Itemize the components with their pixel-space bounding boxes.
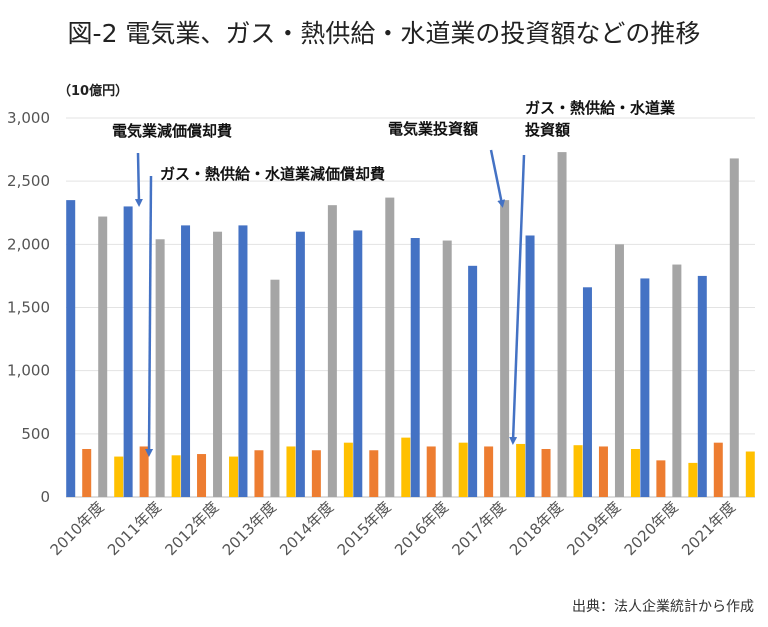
- bar: [426, 446, 436, 497]
- bar: [500, 200, 510, 497]
- bar: [745, 451, 755, 497]
- x-tick-label: 2013年度: [219, 498, 280, 559]
- bar: [630, 448, 640, 497]
- bar: [697, 275, 707, 497]
- bar: [458, 442, 468, 497]
- x-tick-label: 2015年度: [334, 498, 395, 559]
- x-tick-label: 2018年度: [506, 498, 567, 559]
- annotation-arrow: [134, 152, 143, 207]
- bar: [729, 158, 739, 497]
- bar: [139, 446, 149, 497]
- bar: [213, 231, 223, 497]
- bar: [525, 235, 535, 498]
- bar: [171, 455, 181, 497]
- bar: [442, 240, 452, 497]
- bar: [369, 450, 379, 497]
- bar: [311, 450, 321, 497]
- bar: [197, 454, 207, 497]
- y-tick-label: 2,500: [7, 172, 50, 190]
- x-tick-label: 2011年度: [104, 498, 165, 559]
- bar: [254, 450, 264, 497]
- bar: [353, 230, 363, 498]
- bar: [468, 265, 478, 497]
- bar: [343, 442, 353, 497]
- bar: [327, 205, 337, 498]
- bar: [614, 244, 624, 497]
- bar: [238, 225, 248, 497]
- x-tick-label: 2012年度: [161, 498, 222, 559]
- bar: [410, 238, 420, 497]
- x-tick-label: 2021年度: [678, 498, 739, 559]
- annotation-arrow: [145, 175, 154, 457]
- y-tick-label: 1,000: [7, 362, 50, 380]
- bar: [582, 287, 592, 497]
- bar: [557, 152, 567, 498]
- y-tick-label: 2,000: [7, 235, 50, 253]
- x-tick-label: 2014年度: [276, 498, 337, 559]
- x-tick-label: 2016年度: [391, 498, 452, 559]
- x-tick-label: 2010年度: [47, 498, 108, 559]
- y-tick-label: 500: [21, 425, 50, 443]
- bar: [516, 443, 526, 497]
- annotation-gas-depreciation: ガス・熱供給・水道業減価償却費: [160, 165, 386, 183]
- annotation-arrow: [489, 149, 506, 208]
- bar: [672, 264, 682, 497]
- x-tick-label: 2017年度: [449, 498, 510, 559]
- bar: [295, 231, 305, 497]
- y-axis-unit-label: （10億円）: [58, 84, 129, 99]
- bar: [541, 448, 551, 497]
- chart-title: 図-2 電気業、ガス・熱供給・水道業の投資額などの推移: [67, 19, 701, 48]
- annotation-electric-investment: 電気業投資額: [388, 120, 479, 138]
- bar: [98, 216, 108, 498]
- bar: [640, 278, 650, 497]
- bar: [484, 446, 494, 497]
- bar: [181, 225, 191, 497]
- bar: [123, 206, 133, 497]
- x-tick-label: 2019年度: [563, 498, 624, 559]
- annotation-gas-investment: ガス・熱供給・水道業 投資額: [525, 99, 676, 139]
- annotation-arrow: [509, 154, 526, 445]
- y-tick-label: 0: [40, 488, 50, 506]
- bar: [598, 446, 608, 497]
- bar: [270, 279, 280, 497]
- bar: [155, 239, 165, 497]
- bar: [401, 437, 411, 497]
- x-tick-label: 2020年度: [621, 498, 682, 559]
- bar: [713, 442, 723, 497]
- bar: [286, 446, 296, 497]
- bar: [385, 197, 395, 497]
- bar: [573, 445, 583, 497]
- bar: [229, 456, 239, 497]
- source-note: 出典：法人企業統計から作成: [572, 599, 754, 615]
- bar: [656, 460, 666, 497]
- bar: [688, 462, 698, 497]
- bar: [66, 200, 76, 497]
- y-tick-label: 1,500: [7, 299, 50, 317]
- bar: [82, 448, 92, 497]
- y-tick-label: 3,000: [7, 109, 50, 127]
- annotation-electric-depreciation: 電気業減価償却費: [112, 122, 233, 140]
- bar: [114, 456, 124, 497]
